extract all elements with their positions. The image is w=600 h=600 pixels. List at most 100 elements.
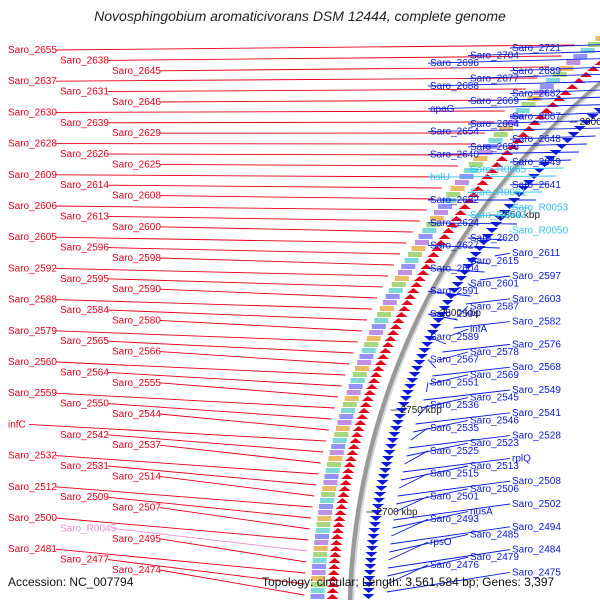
- forward-gene-arrow: [352, 426, 365, 431]
- left-gene-label: Saro_2614: [60, 180, 109, 191]
- right-gene-label: Saro_2656: [470, 142, 519, 153]
- forward-gene-arrow: [427, 252, 440, 257]
- forward-gene-arrow: [333, 516, 346, 521]
- cog-block: [310, 594, 325, 599]
- cog-block: [580, 48, 595, 53]
- right-gene-label: Saro_R0050: [512, 225, 569, 236]
- right-leader-line: [386, 564, 429, 585]
- reverse-gene-arrow: [416, 354, 429, 359]
- right-leader-line: [427, 175, 557, 178]
- cog-block: [499, 126, 513, 131]
- right-leader-line: [427, 104, 600, 110]
- reverse-gene-arrow: [377, 474, 390, 479]
- right-gene-label: Saro_2484: [512, 545, 561, 556]
- left-gene-label: Saro_2638: [60, 55, 109, 66]
- right-leader-line: [509, 183, 550, 186]
- forward-gene-arrow: [354, 420, 367, 425]
- cog-block: [322, 486, 337, 491]
- left-gene-label: Saro_2550: [60, 399, 109, 410]
- reverse-gene-arrow: [376, 480, 389, 485]
- right-leader-line: [509, 135, 596, 140]
- left-leader-line: [55, 236, 407, 244]
- right-leader-line: [509, 159, 572, 163]
- forward-gene-arrow: [358, 408, 371, 413]
- cog-block: [364, 342, 379, 347]
- right-leader-line: [389, 533, 469, 553]
- left-gene-label: Saro_2531: [60, 461, 109, 472]
- right-leader-line: [393, 503, 511, 521]
- left-gene-label: Saro_2560: [8, 357, 57, 368]
- right-leader-line: [467, 260, 490, 265]
- forward-gene-arrow: [522, 126, 535, 131]
- right-gene-label: Saro_2568: [512, 362, 561, 373]
- reverse-gene-arrow: [375, 486, 388, 491]
- left-gene-label: Saro_2630: [8, 107, 57, 118]
- forward-gene-arrow: [446, 222, 459, 227]
- forward-gene-arrow: [372, 366, 385, 371]
- forward-gene-arrow: [336, 498, 349, 503]
- cog-block: [361, 348, 376, 353]
- tick-label: 2800 kbp: [440, 308, 482, 319]
- right-gene-label: Saro_2688: [430, 81, 479, 92]
- forward-gene-arrow: [389, 324, 402, 329]
- cog-block: [369, 330, 384, 335]
- left-gene-label: Saro_2609: [8, 170, 57, 181]
- forward-gene-arrow: [458, 204, 471, 209]
- cog-block: [325, 468, 340, 473]
- left-leader-line: [107, 340, 354, 354]
- left-leader-line: [107, 121, 495, 124]
- forward-gene-arrow: [517, 132, 530, 137]
- left-leader-line: [159, 538, 307, 563]
- cog-block: [350, 378, 365, 383]
- left-leader-line: [55, 110, 505, 113]
- right-leader-line: [427, 290, 471, 297]
- right-leader-line: [467, 96, 600, 102]
- forward-gene-arrow: [407, 288, 420, 293]
- left-gene-label: Saro_2646: [112, 97, 161, 108]
- cog-block: [573, 54, 588, 59]
- left-gene-label: Saro_2495: [112, 534, 161, 545]
- reverse-gene-arrow: [379, 468, 392, 473]
- left-leader-line: [55, 77, 538, 82]
- cog-block: [450, 186, 465, 191]
- right-gene-label: Saro_2479: [470, 552, 519, 563]
- reverse-gene-arrow: [393, 414, 406, 419]
- reverse-gene-arrow: [399, 396, 412, 401]
- cog-block: [332, 438, 347, 443]
- cog-block: [312, 558, 327, 563]
- forward-gene-arrow: [374, 360, 387, 365]
- left-leader-line: [55, 361, 346, 376]
- cog-block: [415, 240, 429, 245]
- cog-block: [401, 264, 416, 269]
- reverse-gene-arrow: [503, 204, 516, 209]
- reverse-gene-arrow: [374, 492, 387, 497]
- right-leader-line: [404, 450, 429, 465]
- right-gene-label: Saro_2601: [470, 279, 519, 290]
- left-leader-line: [107, 184, 442, 189]
- right-gene-label: Saro_2721: [512, 43, 561, 54]
- cog-block: [315, 528, 330, 533]
- left-leader-line: [55, 205, 427, 211]
- left-gene-label: Saro_2629: [112, 128, 161, 139]
- right-gene-label: Saro_R0053: [512, 203, 569, 214]
- right-gene-label: Saro_2603: [512, 294, 561, 305]
- cog-block: [521, 102, 536, 107]
- reverse-gene-arrow: [586, 114, 599, 119]
- right-gene-label: Saro_2632: [430, 195, 479, 206]
- reverse-gene-arrow: [413, 360, 426, 365]
- left-gene-label: Saro_2532: [8, 451, 57, 462]
- left-leader-line: [159, 382, 339, 398]
- right-gene-label: Saro_2493: [430, 514, 479, 525]
- right-leader-line: [387, 549, 511, 569]
- left-leader-line: [55, 299, 372, 310]
- left-leader-line: [107, 465, 317, 486]
- reverse-gene-arrow: [373, 498, 386, 503]
- forward-gene-arrow: [339, 480, 352, 485]
- forward-gene-arrow: [413, 276, 426, 281]
- left-gene-label: Saro_2564: [60, 367, 109, 378]
- right-gene-label: Saro_2677: [470, 73, 519, 84]
- cog-block: [321, 492, 336, 497]
- left-gene-label: Saro_2590: [112, 284, 161, 295]
- cog-block: [434, 210, 448, 215]
